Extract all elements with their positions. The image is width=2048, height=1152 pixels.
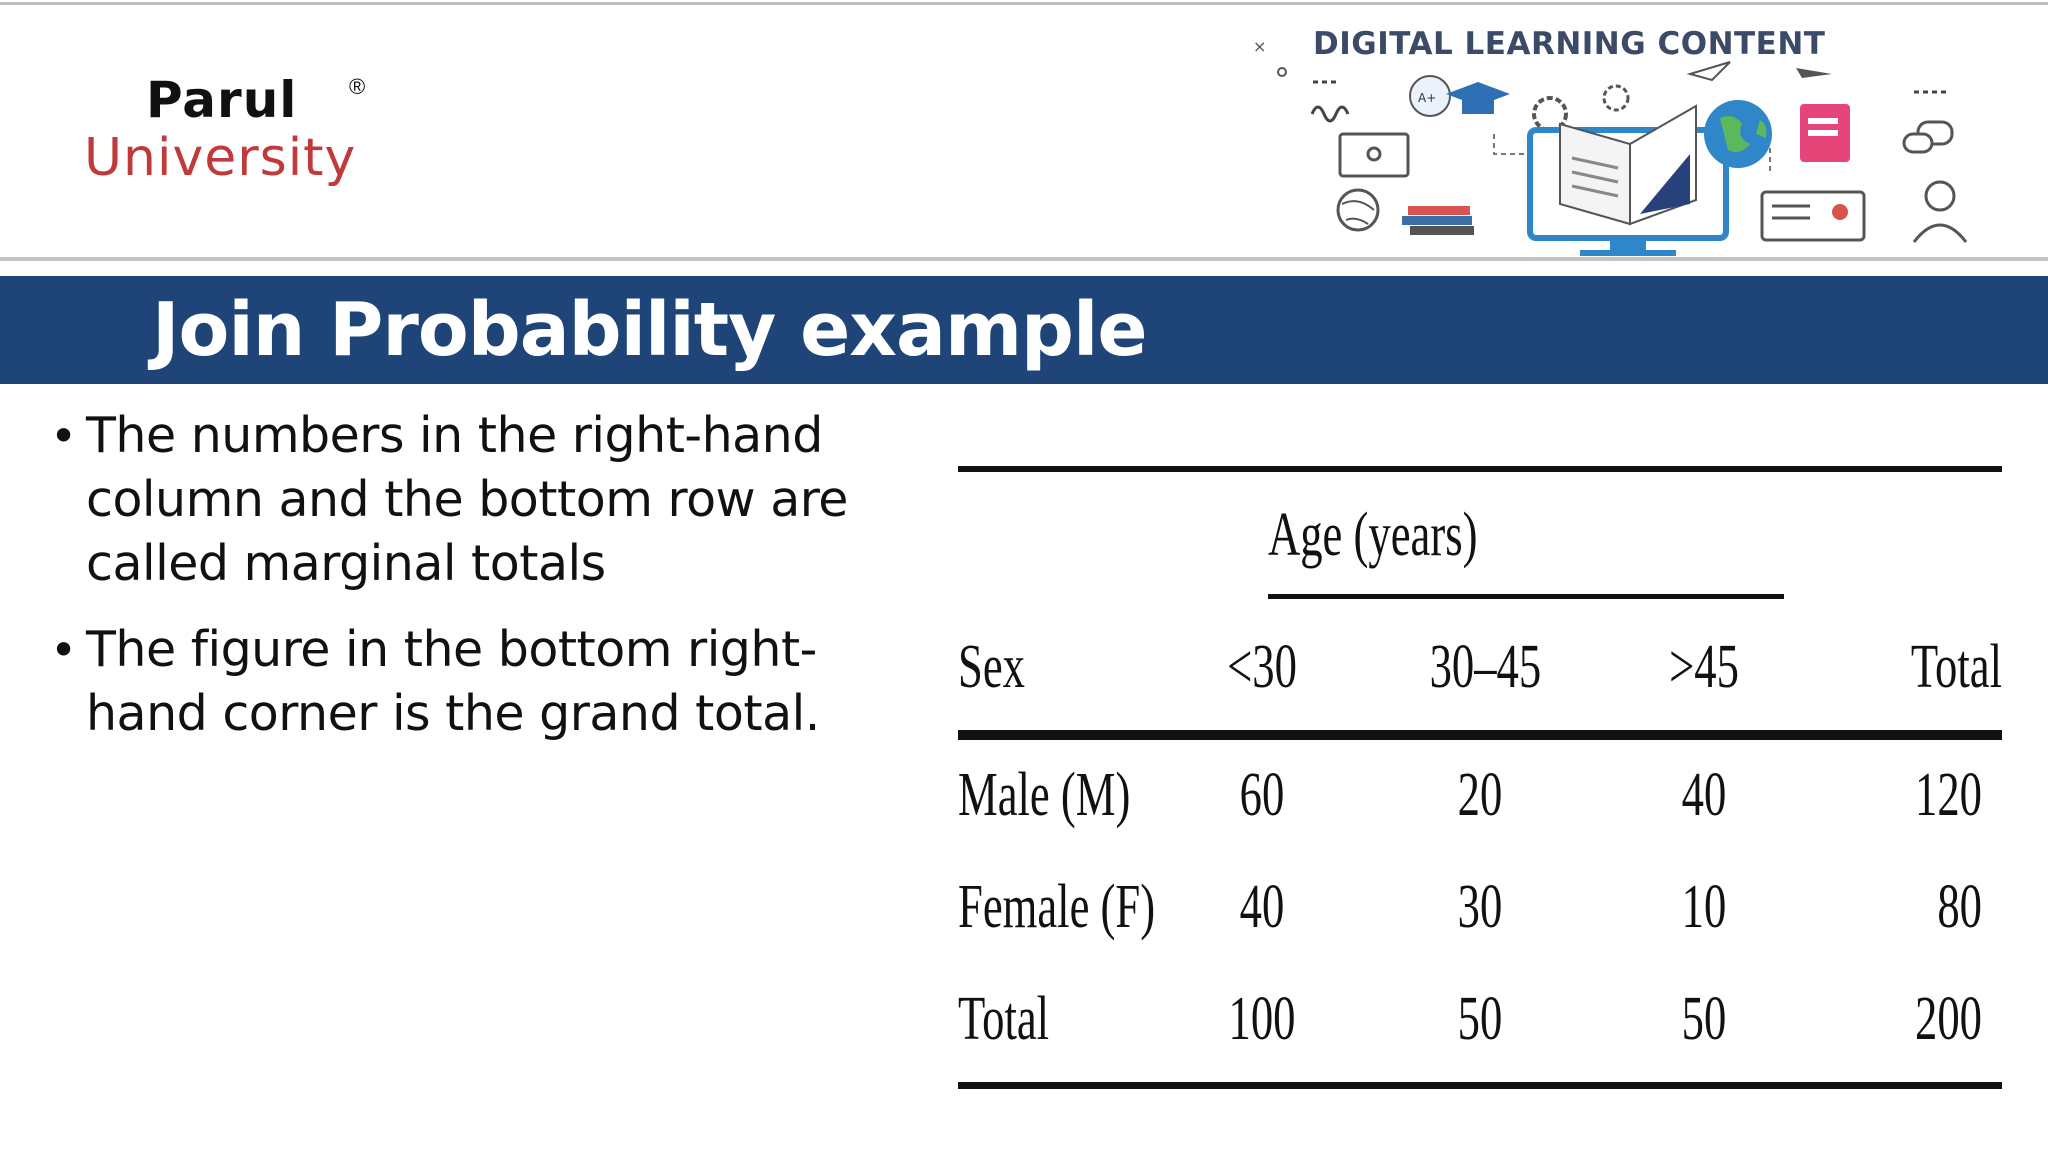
group-header-age: Age (years): [1268, 501, 1478, 569]
table-top-rule: [958, 466, 2002, 472]
row-label-female: Female (F): [958, 873, 1156, 941]
column-header-sex: Sex: [958, 633, 1025, 701]
cell-total-over-45: 50: [1681, 985, 1727, 1053]
parul-university-logo: Parul ® University: [84, 72, 414, 192]
row-label-male: Male (M): [958, 761, 1131, 829]
cell-total-30-45: 50: [1457, 985, 1503, 1053]
column-header-under-30: <30: [1227, 633, 1297, 701]
header-thick-rule: [958, 730, 2002, 740]
cell-total-under-30: 100: [1228, 985, 1296, 1053]
cell-male-30-45: 20: [1457, 761, 1503, 829]
cell-male-total: 120: [1915, 761, 1982, 829]
logo-subtitle: University: [84, 128, 357, 188]
column-header-total: Total: [1910, 633, 2002, 701]
header-bottom-rule: [0, 257, 2048, 261]
bullet-icon: •: [50, 623, 77, 677]
column-header-30-45: 30–45: [1429, 633, 1542, 701]
row-label-total: Total: [958, 985, 1050, 1053]
bullet-text: The figure in the bottom right-hand corn…: [86, 621, 820, 742]
cell-male-under-30: 60: [1239, 761, 1285, 829]
group-header-rule: [1268, 594, 1784, 599]
cell-male-over-45: 40: [1681, 761, 1727, 829]
logo-name: Parul: [146, 71, 298, 129]
digital-learning-illustration: × A+: [1253, 37, 1968, 256]
slide-title: Join Probability example: [152, 287, 1148, 373]
cell-female-under-30: 40: [1239, 873, 1285, 941]
logo-registered-mark: ®: [349, 74, 366, 99]
contingency-table: Age (years) Sex <30 30–45 >45 Total Male…: [958, 462, 2002, 1102]
svg-text:×: ×: [1253, 37, 1266, 56]
table-bottom-rule: [958, 1082, 2002, 1089]
column-header-over-45: >45: [1669, 633, 1739, 701]
cell-grand-total: 200: [1915, 985, 1982, 1053]
bullet-item: • The figure in the bottom right-hand co…: [48, 618, 908, 746]
title-bar: [0, 276, 2048, 384]
bullet-text: The numbers in the right-hand column and…: [86, 407, 848, 592]
bullet-list: • The numbers in the right-hand column a…: [48, 404, 908, 768]
slide-header: Parul ® University DIGITAL LEARNING CONT…: [0, 0, 2048, 262]
header-top-rule: [0, 2, 2048, 5]
banner-title: DIGITAL LEARNING CONTENT: [1313, 26, 1826, 62]
bullet-icon: •: [50, 409, 77, 463]
cell-female-total: 80: [1937, 873, 1982, 941]
cell-female-over-45: 10: [1681, 873, 1727, 941]
svg-text:A+: A+: [1418, 91, 1436, 105]
cell-female-30-45: 30: [1457, 873, 1503, 941]
bullet-item: • The numbers in the right-hand column a…: [48, 404, 908, 596]
